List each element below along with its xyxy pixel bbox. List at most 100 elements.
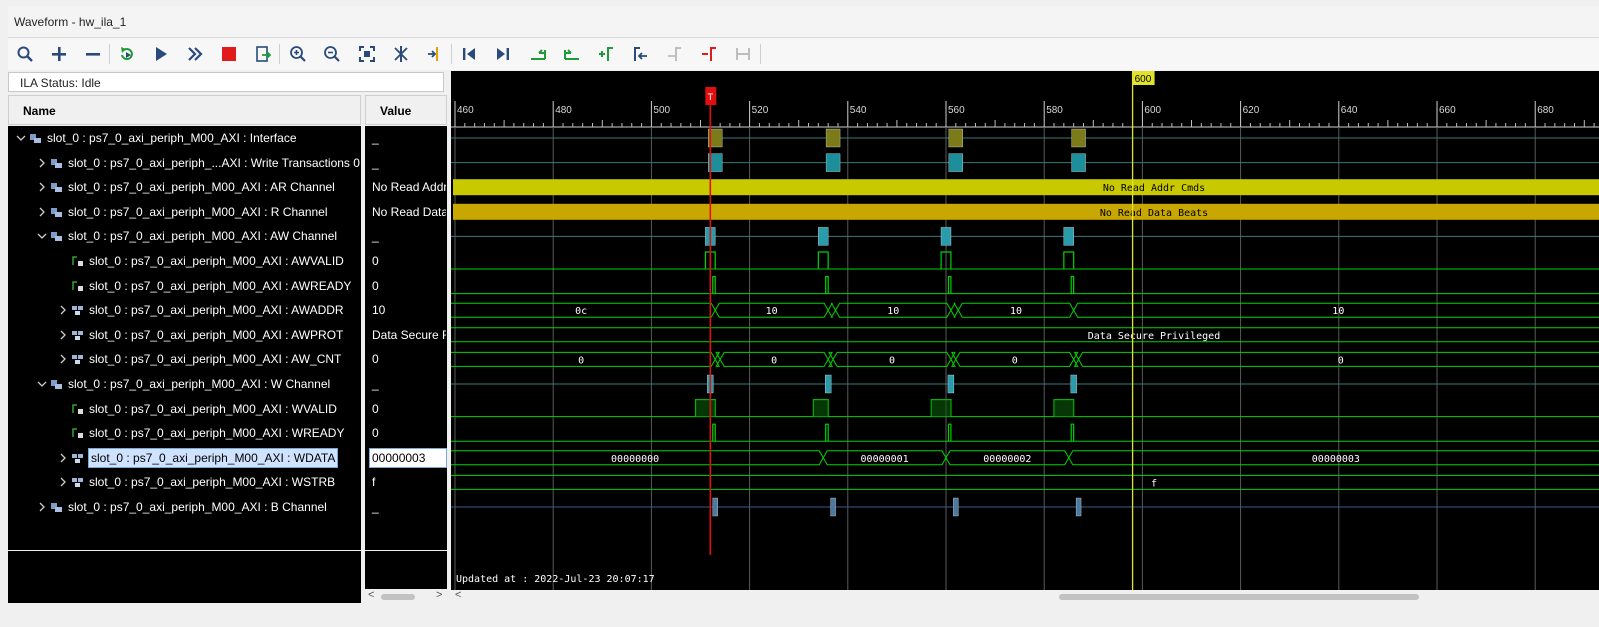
expand-chevron-icon[interactable]	[58, 350, 68, 368]
signal-name[interactable]: slot_0 : ps7_0_axi_periph_M00_AXI : WSTR…	[89, 475, 336, 490]
scrollbar-thumb[interactable]	[1059, 594, 1419, 600]
signal-name[interactable]: slot_0 : ps7_0_axi_periph_M00_AXI : B Ch…	[68, 500, 327, 514]
signal-value[interactable]: 10	[372, 303, 386, 318]
zoom-fit-icon[interactable]	[356, 43, 378, 65]
marker-icon[interactable]	[424, 43, 446, 65]
signal-name[interactable]: slot_0 : ps7_0_axi_periph_M00_AXI : AR C…	[68, 180, 335, 195]
run-trigger-immediate-icon[interactable]	[116, 43, 138, 65]
expand-chevron-icon[interactable]	[58, 301, 68, 319]
prev-transition-icon[interactable]	[527, 43, 549, 65]
swap-cursors-icon[interactable]	[698, 43, 720, 65]
signal-name[interactable]: slot_0 : ps7_0_axi_periph_M00_AXI : R Ch…	[68, 204, 328, 219]
signal-name[interactable]: slot_0 : ps7_0_axi_periph_M00_AXI : AW_C…	[89, 352, 342, 367]
r-channel-label: No Read Data Beats	[1100, 208, 1208, 219]
w-transaction-marker	[825, 374, 832, 394]
signal-name[interactable]: slot_0 : ps7_0_axi_periph_M00_AXI : W Ch…	[68, 377, 331, 391]
signal-name[interactable]: slot_0 : ps7_0_axi_periph_M00_AXI : AWPR…	[89, 327, 344, 342]
aw-transaction-marker	[1063, 227, 1074, 246]
signal-value[interactable]: 0	[372, 278, 379, 293]
waveform-canvas[interactable]: 460 480 500 520 540 560 580 600 620 640 660 680 No R…	[451, 71, 1599, 590]
window-titlebar: Waveform - hw_ila_1	[8, 6, 1599, 38]
value-column-header[interactable]: Value	[365, 95, 447, 125]
zoom-out-icon[interactable]	[321, 43, 343, 65]
waveform-scrollbar[interactable]: <	[451, 589, 1599, 603]
cursor-icon[interactable]	[390, 43, 412, 65]
export-icon[interactable]	[252, 43, 274, 65]
signal-value[interactable]: f	[372, 475, 376, 490]
signal-value[interactable]: _	[372, 229, 379, 244]
expand-chevron-icon[interactable]	[58, 449, 68, 467]
bus-value-label: 0	[889, 355, 895, 366]
collapse-chevron-icon[interactable]	[37, 375, 47, 393]
snap-icon[interactable]	[732, 43, 754, 65]
signal-name[interactable]: slot_0 : ps7_0_axi_periph_M00_AXI : AWRE…	[89, 278, 352, 293]
next-marker-icon[interactable]	[664, 43, 686, 65]
wready-pulse	[947, 423, 952, 442]
signal-value[interactable]: 0	[372, 401, 379, 416]
bus-value-label: 10	[1332, 306, 1344, 317]
bus-segment	[714, 302, 829, 318]
write-transaction-marker	[1071, 153, 1086, 172]
expand-chevron-icon[interactable]	[58, 473, 68, 491]
bus-segment	[827, 302, 837, 318]
signal-name[interactable]: slot_0 : ps7_0_axi_periph_M00_AXI : AW C…	[68, 229, 338, 244]
wvalid-fill	[813, 399, 829, 417]
awvalid-pulse	[940, 251, 952, 269]
signal-value[interactable]: 00000003	[369, 447, 447, 468]
bus-segment	[451, 351, 716, 367]
play-icon[interactable]	[150, 43, 172, 65]
signal-name[interactable]: slot_0 : ps7_0_axi_periph_M00_AXI : WDAT…	[87, 447, 339, 468]
name-column-header[interactable]: Name	[8, 95, 361, 125]
signal-value[interactable]: 0	[372, 352, 379, 367]
signal-name[interactable]: slot_0 : ps7_0_axi_periph_M00_AXI : AWVA…	[89, 254, 344, 268]
bus-value-label: 00000003	[1312, 454, 1360, 465]
go-first-icon[interactable]	[458, 43, 480, 65]
signal-value[interactable]: 0	[372, 426, 379, 441]
signal-name[interactable]: slot_0 : ps7_0_axi_periph_M00_AXI : Inte…	[47, 131, 297, 145]
fast-forward-icon[interactable]	[184, 43, 206, 65]
signal-value[interactable]: 0	[372, 254, 379, 268]
ila-status-text: ILA Status: Idle	[20, 76, 101, 90]
collapse-chevron-icon[interactable]	[37, 227, 47, 245]
bus-segment	[827, 351, 834, 367]
prev-marker-icon[interactable]	[629, 43, 651, 65]
expand-chevron-icon[interactable]	[37, 498, 47, 516]
updated-timestamp: Updated at : 2022-Jul-23 20:07:17	[456, 574, 655, 585]
expand-chevron-icon[interactable]	[37, 203, 47, 221]
go-last-icon[interactable]	[492, 43, 514, 65]
signal-value[interactable]: Data Secure F	[372, 327, 446, 342]
value-panel-scrollbar[interactable]: < >	[365, 589, 447, 603]
signal-name[interactable]: slot_0 : ps7_0_axi_periph_M00_AXI : WREA…	[89, 426, 345, 441]
interface-icon	[50, 178, 64, 196]
signal-value[interactable]: No Read Data	[372, 204, 446, 219]
plus-icon[interactable]	[48, 43, 70, 65]
tick-label: 480	[555, 105, 572, 116]
next-transition-icon[interactable]	[561, 43, 583, 65]
signal-value[interactable]: No Read Addr	[372, 180, 446, 195]
minus-icon[interactable]	[82, 43, 104, 65]
signal-value[interactable]: _	[372, 500, 379, 514]
wready-pulse	[712, 423, 716, 442]
aw-transaction-marker	[818, 227, 829, 246]
collapse-chevron-icon[interactable]	[16, 129, 26, 147]
awready-pulse	[825, 276, 829, 294]
expand-chevron-icon[interactable]	[37, 154, 47, 172]
signal-value[interactable]: _	[372, 155, 379, 170]
zoom-in-icon[interactable]	[287, 43, 309, 65]
waveform-svg[interactable]: 460 480 500 520 540 560 580 600 620 640 660 680 No R…	[451, 71, 1599, 590]
interface-icon	[50, 227, 64, 245]
expand-chevron-icon[interactable]	[58, 326, 68, 344]
signal-name-panel	[8, 126, 361, 550]
add-marker-icon[interactable]	[595, 43, 617, 65]
expand-chevron-icon[interactable]	[37, 178, 47, 196]
search-icon[interactable]	[14, 43, 36, 65]
scrollbar-thumb[interactable]	[381, 594, 415, 600]
signal-value[interactable]: _	[372, 377, 379, 391]
signal-name[interactable]: slot_0 : ps7_0_axi_periph_M00_AXI : WVAL…	[89, 401, 337, 416]
stop-icon[interactable]	[218, 43, 240, 65]
signal-value[interactable]: _	[372, 131, 379, 145]
bus-segment	[955, 351, 1075, 367]
signal-name[interactable]: slot_0 : ps7_0_axi_periph_M00_AXI : AWAD…	[89, 303, 344, 318]
r-channel-bar	[453, 203, 1599, 220]
signal-name[interactable]: slot_0 : ps7_0_axi_periph_...AXI : Write…	[68, 155, 360, 170]
